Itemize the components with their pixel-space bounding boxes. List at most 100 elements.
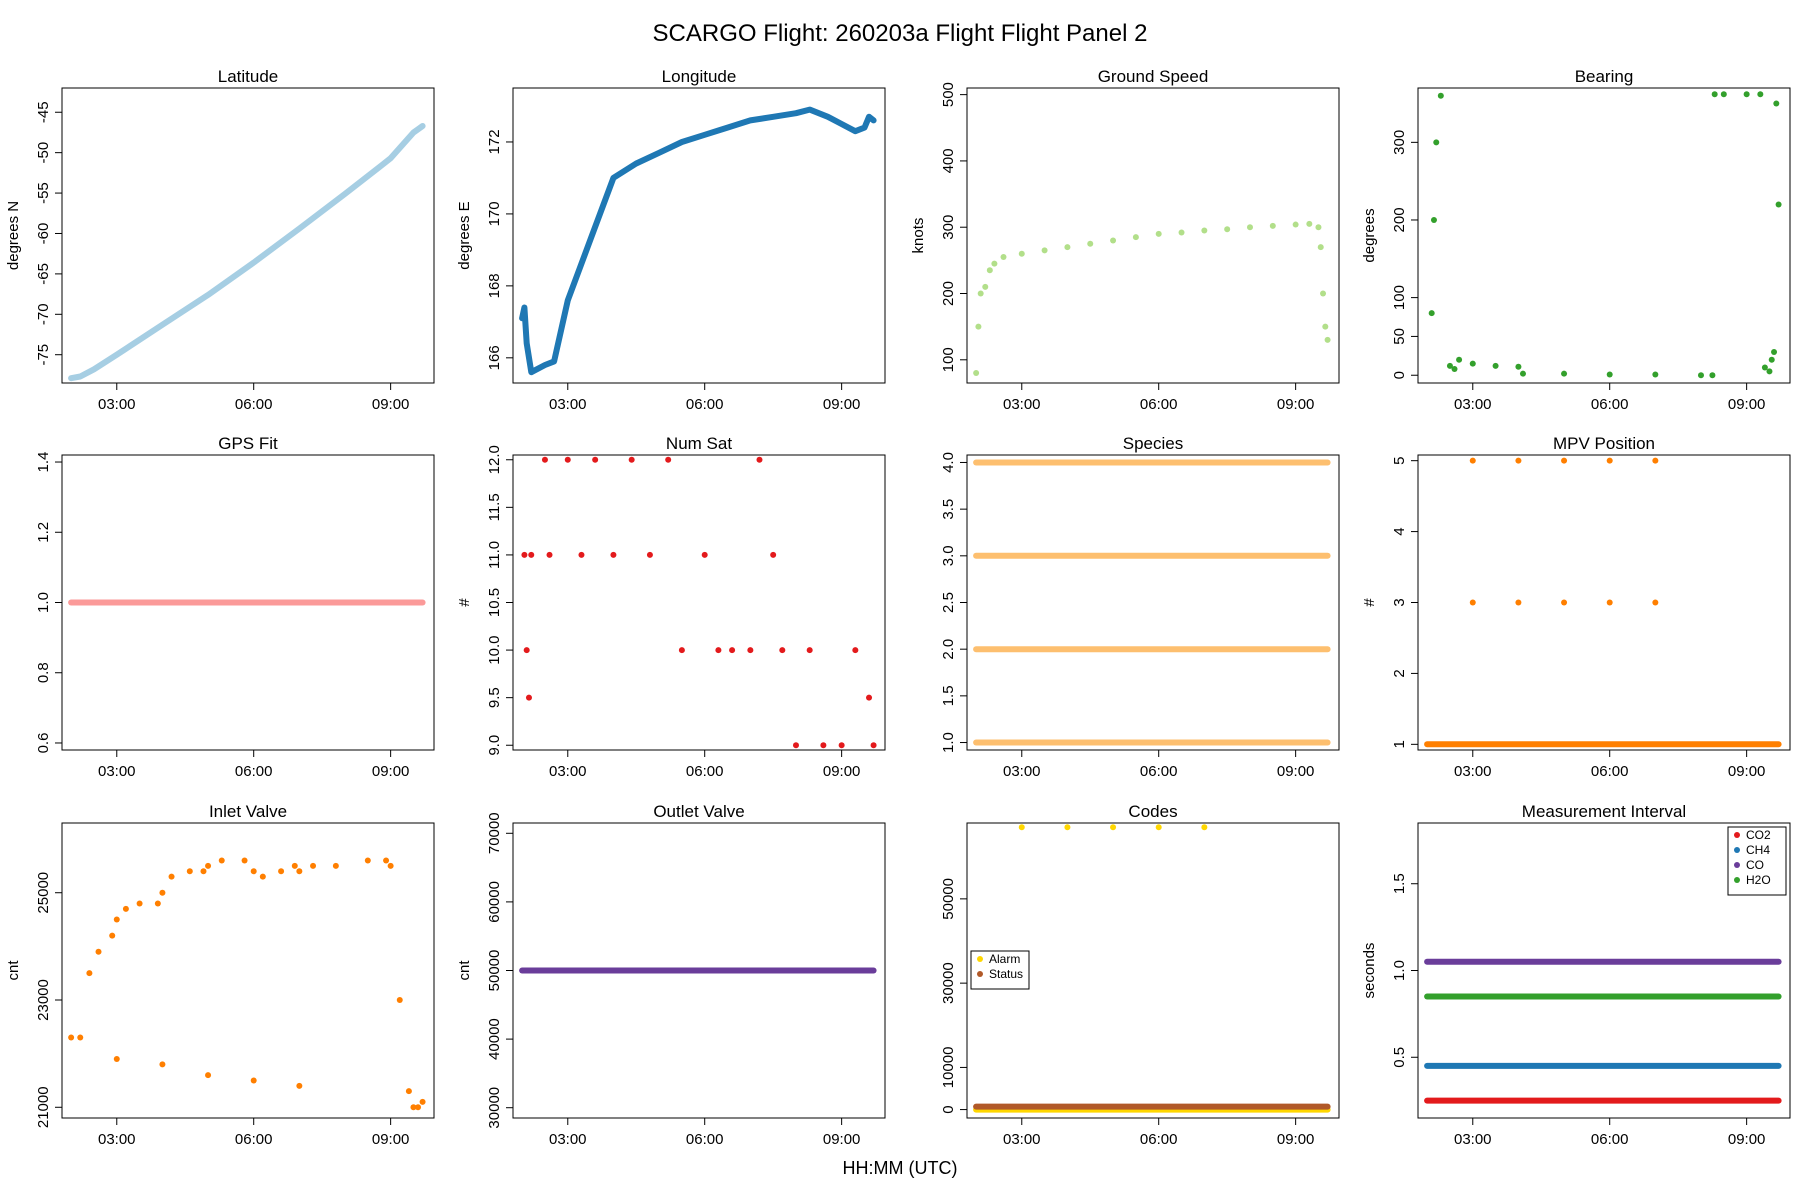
panel-bearing: Bearing 03:00 06:00 09:00 0 50 100 200 300 degree… bbox=[1361, 67, 1791, 413]
data-point bbox=[1322, 323, 1329, 330]
data-point bbox=[387, 862, 394, 869]
x-tick-label: 09:00 bbox=[1728, 396, 1766, 413]
data-point bbox=[1761, 364, 1768, 371]
data-point bbox=[1519, 370, 1526, 377]
data-point bbox=[770, 551, 777, 558]
data-point bbox=[1652, 457, 1659, 464]
x-tick-label: 09:00 bbox=[1277, 396, 1315, 413]
data-point bbox=[866, 694, 873, 701]
panel-title: GPS Fit bbox=[218, 434, 278, 453]
y-axis-label: degrees N bbox=[5, 201, 22, 270]
y-tick-label: 50000 bbox=[940, 878, 957, 920]
data-point bbox=[1469, 360, 1476, 367]
data-point bbox=[1132, 234, 1139, 241]
x-tick-label: 09:00 bbox=[372, 396, 410, 413]
x-tick-label: 06:00 bbox=[235, 396, 273, 413]
data-point bbox=[205, 862, 212, 869]
x-tick-label: 03:00 bbox=[1003, 1131, 1041, 1148]
y-tick-label: 1.0 bbox=[35, 592, 52, 613]
data-point bbox=[168, 873, 175, 880]
x-tick-label: 06:00 bbox=[1591, 763, 1629, 780]
plot-frame bbox=[512, 454, 886, 751]
y-axis-label: knots bbox=[910, 218, 927, 254]
y-tick-label: -45 bbox=[35, 101, 52, 123]
data-point bbox=[1561, 599, 1568, 606]
data-point bbox=[1773, 100, 1780, 107]
y-tick-label: 4.0 bbox=[940, 452, 957, 473]
y-tick-label: 60000 bbox=[486, 881, 503, 923]
panel-title: Ground Speed bbox=[1098, 67, 1209, 86]
data-point bbox=[296, 868, 303, 875]
data-point bbox=[1018, 250, 1025, 257]
y-tick-label: 12.0 bbox=[486, 445, 503, 474]
data-point bbox=[200, 868, 207, 875]
legend-marker bbox=[977, 956, 983, 962]
y-tick-label: 10.0 bbox=[486, 635, 503, 664]
data-point bbox=[95, 948, 102, 955]
data-point bbox=[186, 868, 193, 875]
x-tick-label: 03:00 bbox=[1003, 396, 1041, 413]
legend-label: CH4 bbox=[1746, 843, 1770, 857]
data-point bbox=[646, 551, 653, 558]
data-point bbox=[986, 267, 993, 274]
y-tick-label: -55 bbox=[35, 182, 52, 204]
y-tick-label: 5 bbox=[1391, 457, 1408, 465]
data-point bbox=[1775, 201, 1782, 208]
data-point bbox=[1428, 310, 1435, 317]
data-point bbox=[820, 742, 827, 749]
y-tick-label: 0 bbox=[1391, 371, 1408, 379]
data-point bbox=[665, 456, 672, 463]
panel-title: Outlet Valve bbox=[653, 802, 744, 821]
series-line bbox=[519, 106, 877, 376]
y-axis-label: seconds bbox=[1361, 943, 1378, 999]
data-point bbox=[715, 647, 722, 654]
panel-title: Longitude bbox=[662, 67, 737, 86]
x-tick-label: 06:00 bbox=[1140, 1131, 1178, 1148]
y-tick-label: 0.6 bbox=[35, 733, 52, 754]
y-tick-label: 0.5 bbox=[1391, 1047, 1408, 1068]
data-point bbox=[592, 456, 599, 463]
data-point bbox=[678, 647, 685, 654]
data-point bbox=[136, 900, 143, 907]
y-tick-label: 200 bbox=[1391, 207, 1408, 232]
data-point bbox=[396, 997, 403, 1003]
y-tick-label: 168 bbox=[486, 273, 503, 298]
data-point bbox=[241, 857, 248, 864]
panel-gps-fit: GPS Fit 03:00 06:00 09:00 0.6 0.8 1.0 1.2 1.4 bbox=[35, 434, 435, 780]
panel-num-sat: Num Sat 03:00 06:00 09:00 9.0 9.5 10.0 10.5 11.0… bbox=[456, 434, 886, 780]
data-point bbox=[154, 900, 161, 907]
y-tick-label: 300 bbox=[940, 215, 957, 240]
data-point bbox=[521, 551, 528, 558]
x-tick-label: 06:00 bbox=[686, 763, 724, 780]
data-point bbox=[1041, 247, 1048, 254]
y-tick-label: 400 bbox=[940, 148, 957, 173]
data-point bbox=[159, 1061, 166, 1068]
y-axis-label: cnt bbox=[5, 960, 22, 981]
data-point bbox=[109, 932, 116, 939]
data-point bbox=[1469, 599, 1476, 606]
panel-title: MPV Position bbox=[1553, 434, 1655, 453]
y-tick-label: 10000 bbox=[940, 1047, 957, 1089]
data-point bbox=[610, 551, 617, 558]
y-tick-label: 2.5 bbox=[940, 592, 957, 613]
data-point bbox=[1155, 230, 1162, 237]
y-tick-label: 23000 bbox=[35, 979, 52, 1021]
legend-label: Alarm bbox=[989, 952, 1020, 966]
y-tick-label: -75 bbox=[35, 344, 52, 366]
data-point bbox=[1110, 824, 1117, 831]
data-point bbox=[977, 290, 984, 297]
data-point bbox=[310, 862, 317, 869]
data-point bbox=[1201, 824, 1208, 831]
legend-label: CO bbox=[1746, 858, 1764, 872]
panel-measurement-interval: Measurement Interval 03:00 06:00 09:00 0.5 1.… bbox=[1361, 802, 1791, 1148]
series-line bbox=[68, 123, 426, 382]
data-point bbox=[1515, 599, 1522, 606]
plot-frame bbox=[966, 454, 1340, 751]
data-point bbox=[528, 551, 535, 558]
panel-codes: Codes 03:00 06:00 09:00 0 10000 30000 50000 Alar… bbox=[940, 802, 1340, 1148]
y-tick-label: 1.0 bbox=[940, 732, 957, 753]
x-tick-label: 09:00 bbox=[1277, 1131, 1315, 1148]
data-point bbox=[779, 647, 786, 654]
x-tick-label: 09:00 bbox=[372, 763, 410, 780]
